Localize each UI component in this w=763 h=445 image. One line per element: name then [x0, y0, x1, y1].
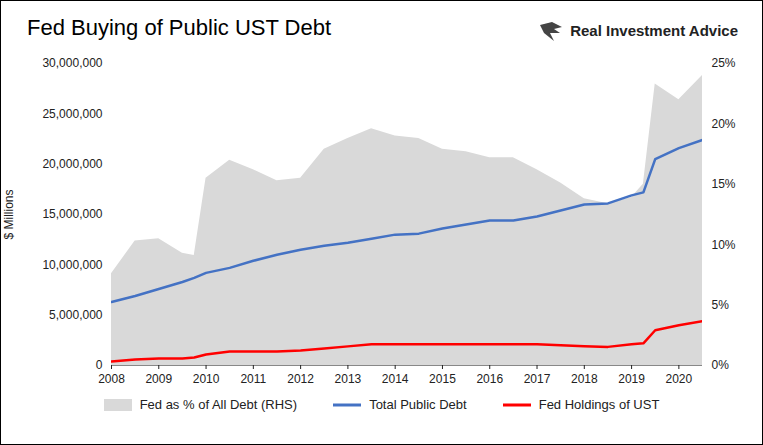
svg-text:10,000,000: 10,000,000 [42, 258, 102, 272]
svg-text:5,000,000: 5,000,000 [49, 308, 103, 322]
svg-text:0%: 0% [712, 358, 730, 372]
svg-text:2010: 2010 [193, 372, 220, 386]
svg-text:25%: 25% [712, 56, 736, 70]
html-text:Total Public Debt: Total Public Debt [369, 397, 467, 412]
svg-text:2013: 2013 [335, 372, 362, 386]
svg-text:2012: 2012 [287, 372, 314, 386]
html-text:Real Investment Advice: Real Investment Advice [570, 22, 738, 39]
svg-text:2014: 2014 [382, 372, 409, 386]
svg-text:15%: 15% [712, 177, 736, 191]
svg-text:$ Millions: $ Millions [2, 189, 16, 239]
html-text:Fed as % of All Debt (RHS): Fed as % of All Debt (RHS) [139, 397, 298, 412]
svg-text:10%: 10% [712, 238, 736, 252]
html-text:Fed Holdings of UST: Fed Holdings of UST [538, 397, 660, 412]
svg-text:20,000,000: 20,000,000 [42, 157, 102, 171]
svg-text:20%: 20% [712, 117, 736, 131]
svg-text:0: 0 [96, 358, 103, 372]
svg-text:5%: 5% [712, 298, 730, 312]
svg-text:2015: 2015 [429, 372, 456, 386]
svg-text:30,000,000: 30,000,000 [42, 56, 102, 70]
svg-text:2018: 2018 [571, 372, 598, 386]
svg-text:2020: 2020 [666, 372, 693, 386]
svg-text:2008: 2008 [98, 372, 125, 386]
svg-text:2016: 2016 [476, 372, 503, 386]
svg-text:2011: 2011 [240, 372, 266, 386]
svg-text:25,000,000: 25,000,000 [42, 107, 102, 121]
svg-text:2019: 2019 [618, 372, 645, 386]
html-text:Fed Buying of Public UST Debt: Fed Buying of Public UST Debt [27, 15, 332, 40]
svg-text:2017: 2017 [524, 372, 551, 386]
svg-text:2009: 2009 [145, 372, 172, 386]
svg-text:15,000,000: 15,000,000 [42, 207, 102, 221]
